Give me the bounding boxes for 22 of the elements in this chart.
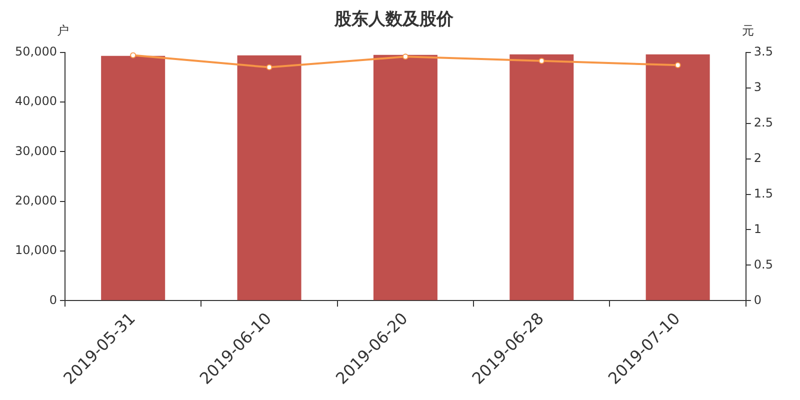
point xyxy=(674,62,681,68)
y2-tick-label: 2 xyxy=(754,150,762,165)
y-axis-title: 户 xyxy=(56,23,69,38)
point xyxy=(266,64,272,70)
y2-axis-title: 元 xyxy=(742,23,754,38)
y-tick-label: 10,000 xyxy=(14,243,57,258)
y2-tick-label: 1 xyxy=(754,222,762,236)
y2-tick-label: 2.5 xyxy=(754,115,774,130)
y2-tick-label: 1.5 xyxy=(754,186,774,200)
point xyxy=(402,54,408,60)
point xyxy=(130,52,136,58)
y2-tick-label: 0 xyxy=(754,292,762,307)
y2-tick-label: 0.5 xyxy=(754,257,774,272)
y2-tick-label: 3.5 xyxy=(754,44,774,59)
y-tick-label: 20,000 xyxy=(14,193,57,208)
y-tick-label: 40,000 xyxy=(14,94,57,108)
chart-title: 股东人数及股价 xyxy=(334,10,454,30)
y-tick-label: 30,000 xyxy=(14,144,57,158)
y-tick-label: 0 xyxy=(49,292,57,307)
y2-tick-label: 3 xyxy=(754,80,762,94)
point xyxy=(538,58,545,64)
y-tick-label: 50,000 xyxy=(14,44,57,59)
